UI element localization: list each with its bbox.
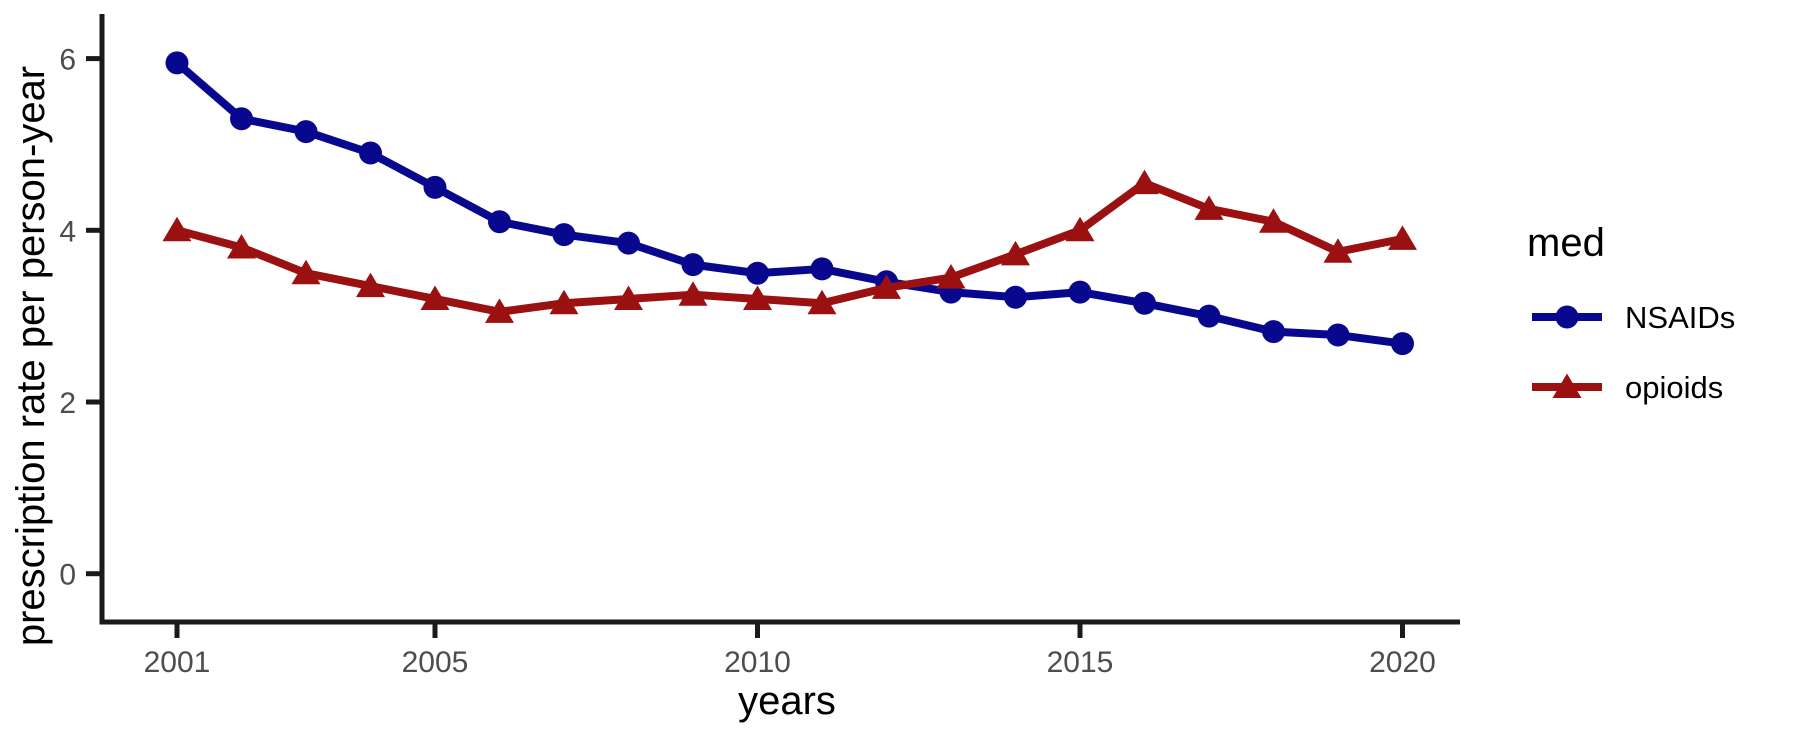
data-point-marker: [485, 298, 514, 323]
data-point-marker: [230, 107, 253, 131]
data-point-marker: [165, 51, 189, 75]
x-tick-label: 2005: [402, 646, 469, 679]
data-point-marker: [552, 223, 576, 247]
series-layer: [162, 51, 1417, 356]
legend: med NSAIDs opioids: [1527, 221, 1735, 405]
data-point-marker: [1259, 208, 1288, 233]
data-point-marker: [1391, 332, 1414, 356]
data-point-marker: [807, 289, 837, 315]
data-point-marker: [1197, 304, 1221, 328]
data-point-marker: [743, 285, 772, 310]
data-point-marker: [549, 289, 579, 315]
legend-item-opioids: opioids: [1532, 370, 1723, 405]
y-tick-label: 6: [59, 44, 76, 77]
x-tick-label: 2015: [1047, 646, 1114, 679]
data-point-marker: [356, 272, 385, 298]
data-point-marker: [162, 216, 192, 242]
data-point-marker: [1133, 291, 1156, 315]
y-tick-label: 4: [59, 215, 76, 248]
x-axis: 2001 2005 2010 2015 2020: [144, 622, 1436, 679]
legend-key-marker: [1555, 305, 1579, 329]
data-point-marker: [1130, 169, 1159, 195]
data-point-marker: [936, 264, 966, 289]
data-point-marker: [810, 257, 834, 281]
y-tick-label: 0: [59, 559, 76, 592]
data-point-marker: [423, 175, 447, 199]
data-point-marker: [746, 261, 769, 285]
data-point-marker: [488, 210, 511, 234]
legend-item-NSAIDs: NSAIDs: [1532, 300, 1735, 335]
y-tick-label: 2: [59, 387, 76, 420]
legend-item-label: NSAIDs: [1625, 300, 1735, 335]
data-point-marker: [1388, 225, 1417, 250]
data-point-marker: [1068, 280, 1092, 304]
data-point-marker: [678, 281, 708, 306]
legend-key-marker: [1552, 373, 1582, 398]
data-point-marker: [1326, 323, 1350, 347]
data-point-marker: [291, 259, 321, 285]
legend-items: NSAIDs opioids: [1532, 300, 1735, 405]
data-point-marker: [420, 285, 450, 310]
data-point-marker: [614, 285, 643, 310]
data-point-marker: [227, 233, 256, 259]
legend-item-label: opioids: [1625, 370, 1723, 405]
series-NSAIDs: [165, 51, 1414, 356]
data-point-marker: [1004, 285, 1027, 309]
series-opioids: [162, 169, 1417, 323]
y-axis: 0 2 4 6: [59, 44, 102, 592]
data-point-marker: [294, 120, 318, 144]
data-point-marker: [359, 141, 382, 165]
x-axis-title: years: [738, 679, 836, 723]
series-line-opioids: [175, 179, 1404, 316]
y-axis-title: prescription rate per person-year: [9, 66, 53, 646]
data-point-marker: [1065, 216, 1095, 242]
data-point-marker: [1323, 238, 1353, 263]
data-point-marker: [1194, 195, 1224, 220]
data-point-marker: [1262, 320, 1285, 344]
legend-title: med: [1527, 221, 1605, 265]
x-tick-label: 2001: [144, 646, 211, 679]
data-point-marker: [681, 253, 705, 277]
data-point-marker: [1001, 240, 1030, 266]
data-point-marker: [872, 274, 901, 299]
x-tick-label: 2020: [1369, 646, 1436, 679]
data-point-marker: [617, 231, 640, 255]
x-tick-label: 2010: [724, 646, 791, 679]
